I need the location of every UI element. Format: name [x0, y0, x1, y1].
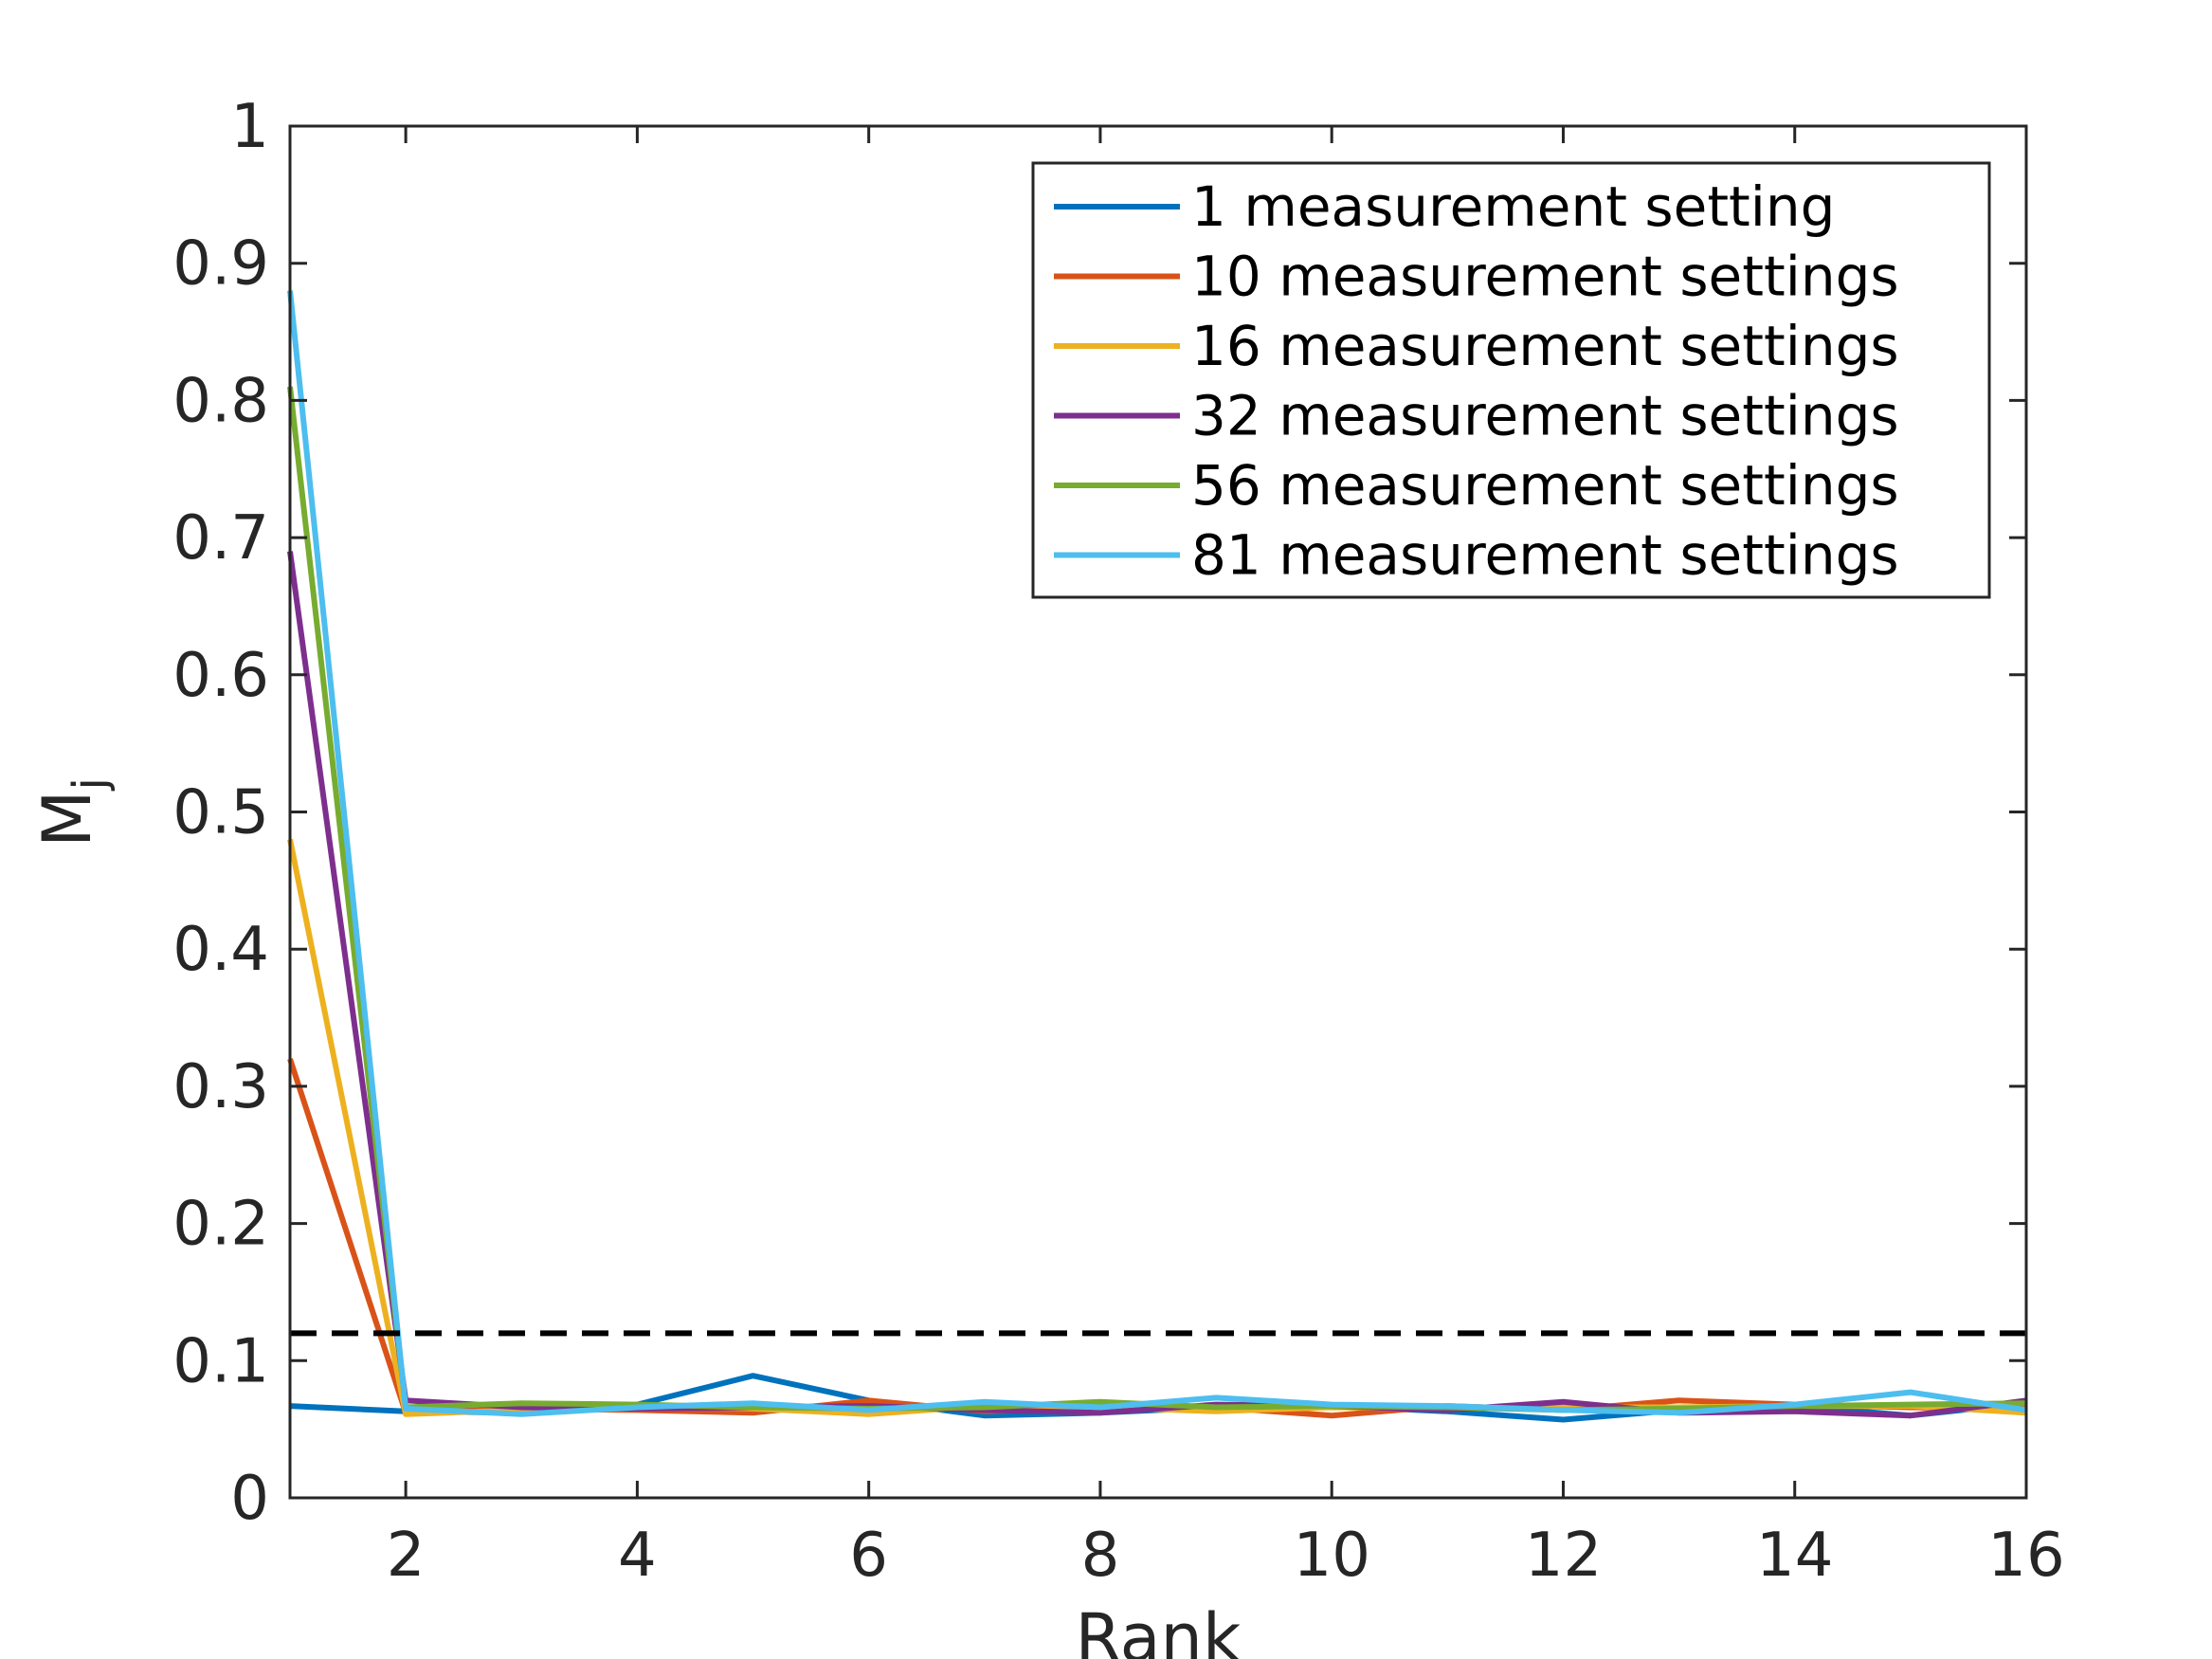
x-tick-label: 16: [1987, 1521, 2064, 1591]
y-tick-label: 0.8: [172, 366, 269, 436]
y-tick-label: 0: [230, 1464, 269, 1534]
y-tick-label: 0.5: [172, 778, 269, 848]
y-tick-label: 0.2: [172, 1190, 269, 1260]
y-axis-label-subscript: j: [63, 777, 117, 791]
x-tick-label: 8: [1081, 1521, 1120, 1591]
legend-label-4: 32 measurement settings: [1191, 384, 1899, 448]
y-axis-label: Mj: [28, 777, 117, 848]
legend-label-6: 81 measurement settings: [1191, 523, 1899, 588]
legend-label-5: 56 measurement settings: [1191, 453, 1899, 518]
x-tick-label: 6: [849, 1521, 888, 1591]
y-tick-label: 0.3: [172, 1052, 269, 1122]
y-tick-label: 0.6: [172, 641, 269, 711]
series-line-6: [287, 290, 2027, 1417]
series-layer: [287, 290, 2027, 1423]
y-tick-label: 0.1: [172, 1326, 269, 1396]
tick-layer: 2 4 6 8 10 12 14 16 0 0.1 0.2 0.3 0.4 0.5 0.6 0.7 0.8 0.9…: [172, 92, 2065, 1591]
y-tick-label: 0.7: [172, 503, 269, 574]
x-tick-label: 14: [1756, 1521, 1833, 1591]
x-tick-label: 12: [1525, 1521, 1602, 1591]
legend-box: [1031, 161, 1991, 599]
y-tick-label: 0.9: [172, 229, 269, 300]
x-tick-label: 4: [618, 1521, 657, 1591]
x-axis-label: Rank: [1076, 1599, 1242, 1659]
legend-label-3: 16 measurement settings: [1191, 314, 1899, 378]
x-tick-label: 2: [387, 1521, 426, 1591]
legend-label-2: 10 measurement settings: [1191, 245, 1899, 309]
y-tick-label: 1: [230, 92, 269, 162]
y-tick-label: 0.4: [172, 915, 269, 985]
x-tick-label: 10: [1293, 1521, 1369, 1591]
y-axis-label-main: M: [28, 790, 106, 847]
legend-label-1: 1 measurement setting: [1191, 174, 1836, 239]
